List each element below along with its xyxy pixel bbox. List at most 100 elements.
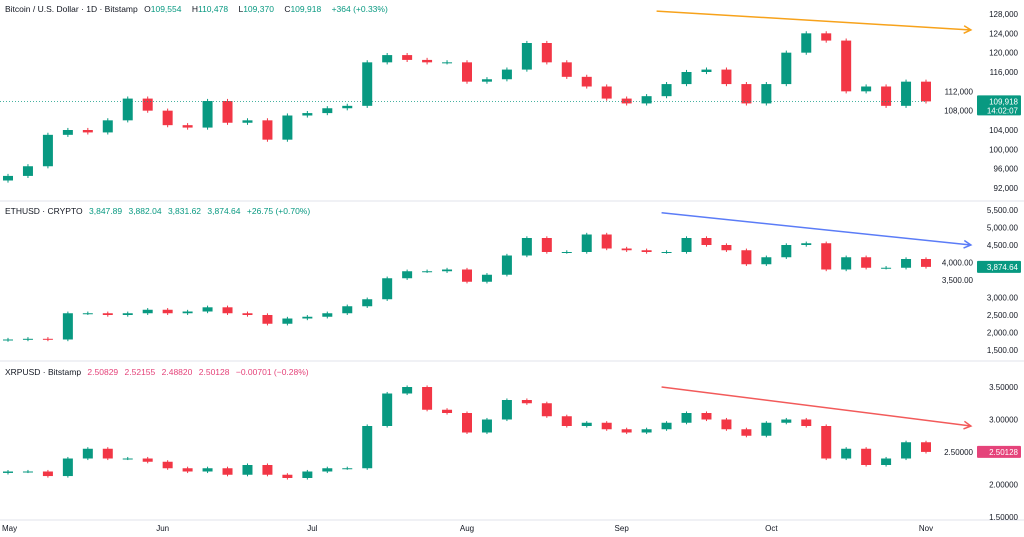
btc-candle [841, 40, 852, 92]
btc-candle [202, 101, 213, 128]
btc-candle [821, 33, 832, 41]
xrp-candle [362, 426, 373, 469]
xrp-candle [262, 465, 273, 475]
x-axis-label: Sep [615, 524, 630, 533]
btc-candle [921, 81, 931, 102]
eth-candle [62, 313, 73, 340]
xrp-candle [841, 448, 852, 459]
eth-candle [342, 306, 353, 314]
xrp-candle [921, 442, 931, 452]
xrp-y-tick: 1.50000 [989, 513, 1018, 522]
eth-candle [521, 238, 532, 256]
btc-symbol: Bitcoin / U.S. Dollar · 1D · Bitstamp [5, 4, 138, 14]
eth-candle [322, 313, 333, 317]
xrp-open: 2.50829 [87, 367, 119, 377]
x-axis-label: Jul [307, 524, 317, 533]
eth-candle [781, 245, 792, 258]
xrp-candle [541, 403, 552, 417]
btc-candle [541, 43, 552, 63]
xrp-candle [82, 448, 93, 459]
btc-candle [102, 120, 113, 133]
btc-candle [621, 98, 632, 104]
eth-candle [302, 316, 313, 319]
eth-candle [442, 269, 453, 272]
btc-candle [242, 120, 253, 123]
btc-change: +364 (+0.33%) [331, 4, 388, 14]
btc-open: 109,554 [150, 4, 182, 14]
xrp-candle [442, 409, 453, 413]
eth-candle [182, 311, 193, 314]
x-axis-label: Oct [765, 524, 778, 533]
xrp-trendline [661, 386, 971, 427]
btc-y-tick: 100,000 [989, 145, 1018, 154]
btc-y-tick: 112,000 [945, 87, 974, 96]
btc-candle [561, 62, 572, 77]
btc-last-price: 109,918 [989, 97, 1018, 106]
eth-candle [581, 234, 592, 252]
xrp-candle [182, 468, 193, 472]
eth-y-tick: 1,500.00 [987, 346, 1019, 355]
xrp-candle [901, 442, 912, 459]
btc-candle [501, 69, 512, 80]
xrp-legend: XRPUSD · Bitstamp 2.50829 2.52155 2.4882… [5, 367, 313, 377]
eth-y-tick: 2,500.00 [987, 311, 1019, 320]
btc-candle [442, 62, 453, 64]
x-axis-label: May [2, 524, 17, 533]
eth-candle [82, 313, 93, 315]
btc-candle [741, 84, 752, 104]
eth-candle [921, 259, 931, 267]
btc-candle [462, 62, 472, 82]
btc-y-tick: 116,000 [990, 68, 1019, 77]
xrp-candle [402, 387, 413, 394]
xrp-candle [22, 471, 33, 473]
btc-candle [362, 62, 373, 106]
eth-candle [861, 257, 872, 268]
xrp-candle [801, 419, 812, 426]
eth-candle [721, 245, 732, 251]
eth-candle [262, 315, 273, 324]
btc-candle [282, 115, 293, 140]
xrp-last-price-label [977, 445, 1021, 458]
eth-candle [701, 238, 712, 245]
xrp-last-price: 2.50128 [989, 448, 1018, 457]
eth-candle [202, 307, 213, 312]
x-axis-label: Aug [460, 524, 474, 533]
xrp-candle [501, 400, 512, 420]
eth-candle [661, 252, 672, 253]
eth-candle [681, 238, 692, 252]
btc-candle [222, 101, 233, 123]
eth-candle [741, 250, 752, 265]
xrp-candle [741, 429, 752, 436]
eth-y-tick: 4,500.00 [987, 241, 1019, 250]
btc-candle [601, 86, 612, 99]
xrp-candle [3, 471, 13, 473]
btc-candle [861, 86, 872, 92]
eth-last-price: 3,874.64 [987, 263, 1019, 272]
open-label: O [144, 4, 151, 14]
btc-candle [881, 86, 892, 106]
xrp-candle [102, 448, 113, 459]
xrp-candle [422, 387, 433, 410]
high-label: H [191, 4, 198, 14]
eth-candle [641, 250, 652, 252]
eth-candle [881, 267, 892, 269]
xrp-candle [561, 416, 572, 426]
eth-candle [162, 309, 173, 314]
xrp-high: 2.52155 [124, 367, 156, 377]
xrp-close: 2.50128 [198, 367, 230, 377]
low-label: L [238, 4, 244, 14]
eth-y-tick: 3,500.00 [942, 276, 974, 285]
btc-candle [322, 108, 333, 114]
btc-candle [481, 79, 492, 82]
btc-candle [162, 110, 173, 126]
xrp-y-tick: 2.00000 [989, 481, 1018, 490]
btc-candle [382, 55, 393, 63]
btc-y-tick: 104,000 [989, 126, 1018, 135]
btc-candle [402, 55, 413, 60]
btc-y-tick: 92,000 [994, 184, 1019, 193]
eth-candle [242, 313, 253, 315]
xrp-candle [242, 465, 253, 475]
xrp-y-tick: 2.50000 [944, 448, 973, 457]
xrp-candle [661, 422, 672, 430]
